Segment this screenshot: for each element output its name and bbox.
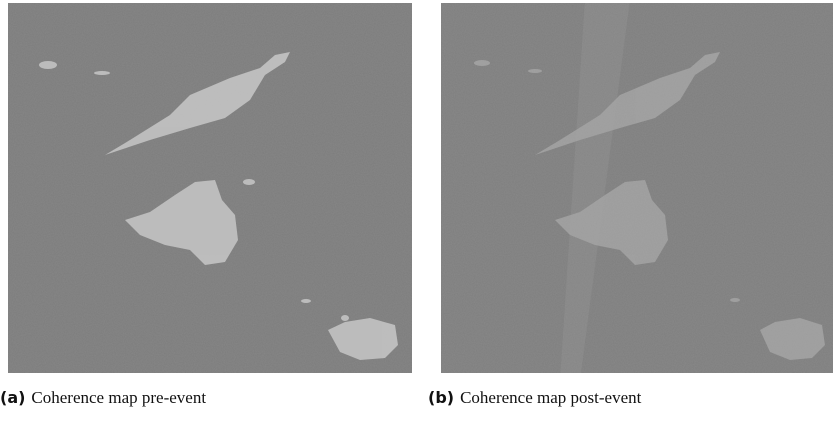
caption-text: Coherence map pre-event xyxy=(31,388,206,407)
caption-label: (a) xyxy=(0,388,25,407)
figure-images xyxy=(0,0,835,380)
image-post-event xyxy=(441,0,833,380)
caption-label: (b) xyxy=(428,388,454,407)
caption-text: Coherence map post-event xyxy=(460,388,641,407)
caption-b: (b) Coherence map post-event xyxy=(428,388,641,408)
image-pre-event xyxy=(8,3,412,373)
caption-a: (a) Coherence map pre-event xyxy=(0,388,206,408)
page: (a) Coherence map pre-event (b) Coherence … xyxy=(0,0,835,423)
